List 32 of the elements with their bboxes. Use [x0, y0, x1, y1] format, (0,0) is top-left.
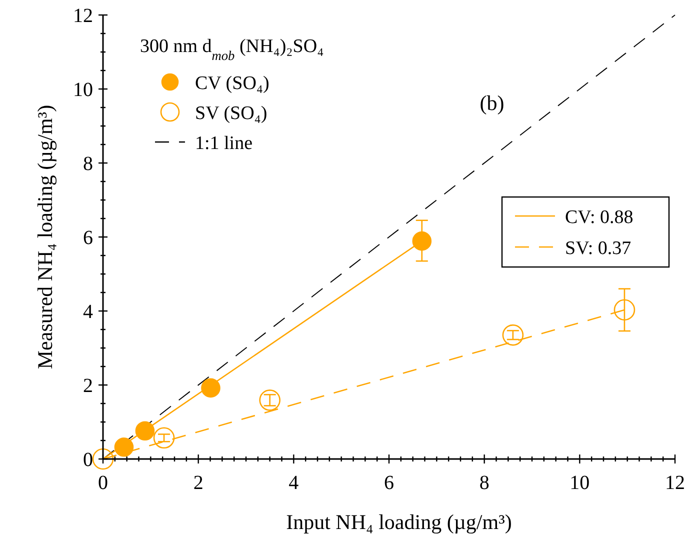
legend-label: CV: 0.88 [565, 207, 634, 228]
point [201, 378, 220, 398]
legend-title: 300 nm d$_{mob}$ (NH₄)₂SO₄ [140, 36, 324, 62]
x-tick-label: 8 [479, 472, 490, 494]
point [153, 427, 175, 449]
x-tick-label: 4 [288, 472, 299, 494]
legend-label: SV (SO₄) [195, 103, 268, 124]
legend-label: CV (SO₄) [195, 73, 270, 94]
point [502, 324, 524, 346]
point [614, 299, 636, 321]
point [114, 438, 134, 457]
y-tick-label: 10 [73, 79, 93, 101]
y-tick-label: 12 [73, 5, 93, 27]
point [412, 231, 432, 251]
point [92, 448, 114, 470]
x-tick-label: 0 [98, 472, 108, 494]
y-tick-label: 4 [83, 301, 93, 323]
legend-label: 1:1 line [195, 133, 253, 154]
x-tick-label: 6 [384, 472, 394, 494]
y-tick-label: 0 [83, 449, 93, 471]
y-tick-label: 8 [83, 153, 93, 175]
x-tick-label: 12 [665, 472, 685, 494]
x-tick-label: 10 [570, 472, 590, 494]
point [135, 421, 155, 441]
y-axis-title: Measured NH₄ loading (µg/m³) [33, 104, 57, 370]
y-tick-label: 6 [83, 227, 93, 249]
annotation: (b) [480, 91, 504, 115]
y-tick-label: 2 [83, 375, 93, 397]
point [259, 390, 280, 411]
x-tick-label: 2 [193, 472, 204, 494]
legend-label: SV: 0.37 [565, 238, 632, 259]
x-axis-title: Input NH₄ loading (µg/m³) [286, 510, 512, 534]
